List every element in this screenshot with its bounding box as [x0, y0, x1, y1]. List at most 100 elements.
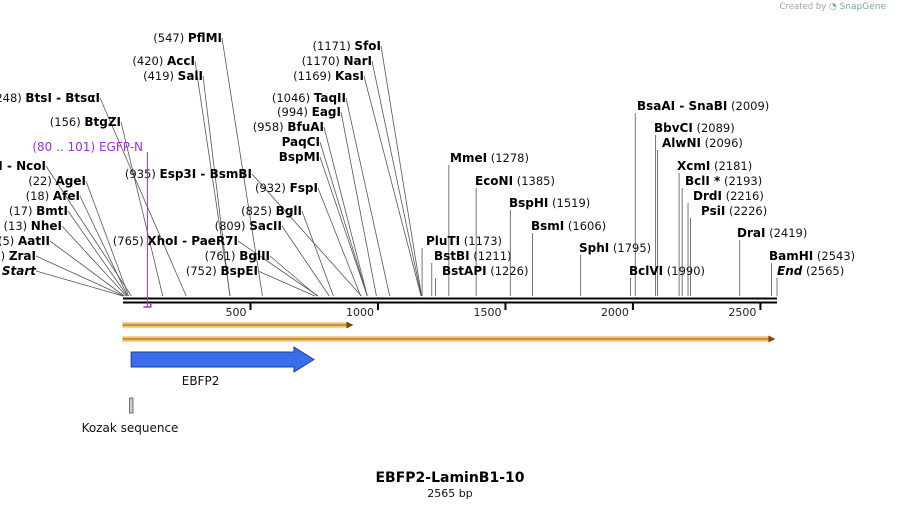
restriction-site[interactable]: BclI * (2193) [685, 174, 762, 188]
restriction-site[interactable]: BstAPI (1226) [442, 264, 528, 278]
restriction-site[interactable]: XcmI (2181) [677, 159, 752, 173]
ebfp2-label: EBFP2 [182, 374, 220, 388]
restriction-site[interactable]: EcoNI (1385) [475, 174, 555, 188]
site-label-text: DrdI (2216) [693, 189, 764, 203]
site-leader-line [281, 225, 330, 297]
restriction-site[interactable]: BsmI (1606) [531, 219, 606, 233]
scale-ticks: 500 1000 1500 2000 2500 [225, 303, 762, 319]
site-position: (547) [153, 31, 188, 45]
site-name: NheI [31, 219, 62, 233]
restriction-site[interactable]: (419) SalI [143, 69, 203, 83]
scale-tick-label: 2500 [728, 306, 756, 319]
site-position: (2226) [725, 204, 767, 218]
restriction-site[interactable]: BsaAI - SnaBI (2009) [637, 99, 769, 113]
restriction-site[interactable]: (547) PflMI [153, 31, 222, 45]
restriction-site[interactable]: MmeI (1278) [450, 151, 529, 165]
site-position: (17) [9, 204, 36, 218]
restriction-site[interactable]: (761) BglII [205, 249, 270, 263]
kozak-sequence-label: Kozak sequence [82, 421, 179, 435]
restriction-site[interactable]: (765) XhoI - PaeR7I [113, 234, 238, 248]
site-label-text: (1169) KasI [293, 69, 364, 83]
site-position: (18) [26, 189, 53, 203]
restriction-site[interactable]: (1170) NarI [302, 54, 372, 68]
site-name: BtsI [25, 91, 52, 105]
restriction-site[interactable]: BclVI (1990) [629, 264, 705, 278]
site-label-text: (765) XhoI - PaeR7I [113, 234, 238, 248]
ebfp2-feature-arrow[interactable] [130, 346, 315, 373]
restriction-site[interactable]: (22) AgeI [28, 174, 86, 188]
restriction-site[interactable]: BbvCI (2089) [654, 121, 735, 135]
site-leader-line [340, 111, 377, 297]
site-leader-line [49, 240, 125, 297]
site-leader-line [323, 126, 368, 297]
restriction-site[interactable]: End (2565) [777, 264, 844, 278]
site-name: ZraI [9, 249, 36, 263]
restriction-site[interactable]: (17) BmtI [9, 204, 68, 218]
restriction-site[interactable]: (0) Start [0, 264, 37, 278]
restriction-site[interactable]: (1046) TaqII [272, 91, 346, 105]
restriction-site[interactable]: BspHI (1519) [509, 196, 590, 210]
site-name-alt: BtsαI [65, 91, 100, 105]
egfp-n-primer-marker[interactable] [143, 304, 152, 308]
restriction-site[interactable]: BstBI (1211) [434, 249, 512, 263]
site-name: FspI [290, 181, 318, 195]
site-name: PsiI [701, 204, 725, 218]
watermark-product: SnapGene [839, 2, 886, 12]
restriction-site[interactable]: (13) NheI [4, 219, 62, 233]
site-label-text: End (2565) [777, 264, 844, 278]
site-position: (2543) [813, 249, 855, 263]
site-name: TaqII [314, 91, 346, 105]
snapgene-watermark: Created by ◔ SnapGene [780, 2, 886, 12]
site-name: EcoNI [475, 174, 513, 188]
restriction-site[interactable]: (932) FspI [255, 181, 318, 195]
site-name: BclVI [629, 264, 663, 278]
restriction-site[interactable]: DrdI (2216) [693, 189, 764, 203]
restriction-site[interactable]: (809) SacII [215, 219, 282, 233]
site-position: (1226) [487, 264, 529, 278]
site-name: MmeI [450, 151, 487, 165]
restriction-site[interactable]: (752) BspEI [186, 264, 258, 278]
restriction-site[interactable]: AlwNI (2096) [662, 136, 743, 150]
site-leader-line [67, 210, 128, 297]
restriction-site[interactable]: (1169) KasI [293, 69, 364, 83]
site-name: DrdI [693, 189, 722, 203]
restriction-site[interactable]: (248) BtsI - BtsαI [0, 91, 100, 105]
restriction-site[interactable]: SphI (1795) [579, 241, 651, 255]
restriction-site[interactable]: BspMI [279, 150, 320, 164]
site-label-text: MmeI (1278) [450, 151, 529, 165]
kozak-sequence-feature[interactable] [129, 397, 134, 414]
restriction-site[interactable]: PluTI (1173) [426, 234, 502, 248]
restriction-site[interactable]: (18) AfeI [26, 189, 80, 203]
restriction-site[interactable]: (958) BfuAI [253, 120, 324, 134]
site-position: (825) [241, 204, 276, 218]
site-label-text: (752) BspEI [186, 264, 258, 278]
restriction-site[interactable]: BamHI (2543) [769, 249, 855, 263]
restriction-site[interactable]: (33) StyI - NcoI [0, 159, 46, 173]
site-position: (2193) [720, 174, 762, 188]
site-position: (3) [0, 249, 9, 263]
site-position: (156) [50, 115, 85, 129]
orf-arrowhead [346, 321, 354, 329]
site-leader-line [371, 60, 422, 297]
site-position: (2216) [722, 189, 764, 203]
site-position: (1169) [293, 69, 335, 83]
site-leader-line [202, 75, 231, 297]
site-position: (1173) [460, 234, 502, 248]
site-name: BamHI [769, 249, 813, 263]
restriction-site[interactable]: (3) ZraI [0, 249, 36, 263]
site-position: (420) [132, 54, 167, 68]
restriction-site[interactable]: (935) Esp3I - BsmBI [125, 167, 252, 181]
site-label-text: BamHI (2543) [769, 249, 855, 263]
restriction-site[interactable]: DraI (2419) [737, 226, 807, 240]
restriction-site[interactable]: PsiI (2226) [701, 204, 767, 218]
site-position: (958) [253, 120, 288, 134]
restriction-site[interactable]: (156) BtgZI [50, 115, 121, 129]
restriction-site[interactable]: (5) AatII [0, 234, 50, 248]
restriction-site[interactable]: (420) AccI [132, 54, 195, 68]
site-label-text: PluTI (1173) [426, 234, 502, 248]
restriction-site[interactable]: (994) EagI [277, 105, 341, 119]
restriction-site[interactable]: PaqCI [282, 135, 320, 149]
restriction-site[interactable]: (825) BglI [241, 204, 302, 218]
restriction-site[interactable]: (1171) SfoI [313, 39, 381, 53]
site-name: DraI [737, 226, 765, 240]
